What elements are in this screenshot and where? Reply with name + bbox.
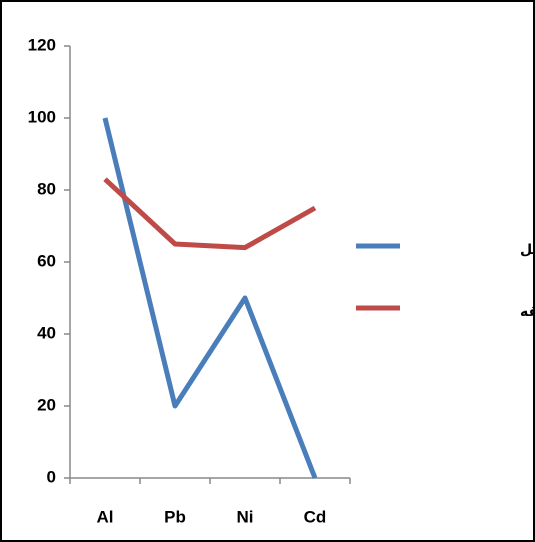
y-tick-label: 80 [37, 179, 56, 198]
x-tick-label: Al [97, 507, 114, 526]
x-tick-label: Cd [304, 507, 327, 526]
y-tick-label: 0 [47, 467, 56, 486]
y-tick-label: 60 [37, 251, 56, 270]
series-line [102, 117, 318, 479]
series-line [103, 177, 317, 251]
y-tick-label: 20 [37, 395, 56, 414]
y-tick-label: 120 [28, 35, 56, 54]
x-tick-label: Pb [164, 507, 186, 526]
legend-label: میانگین منطقه [520, 303, 535, 320]
x-tick-label: Ni [237, 507, 254, 526]
y-tick-label: 40 [37, 323, 56, 342]
legend-label: میانگین جهانی شیل [520, 241, 535, 258]
y-tick-label: 100 [28, 107, 56, 126]
